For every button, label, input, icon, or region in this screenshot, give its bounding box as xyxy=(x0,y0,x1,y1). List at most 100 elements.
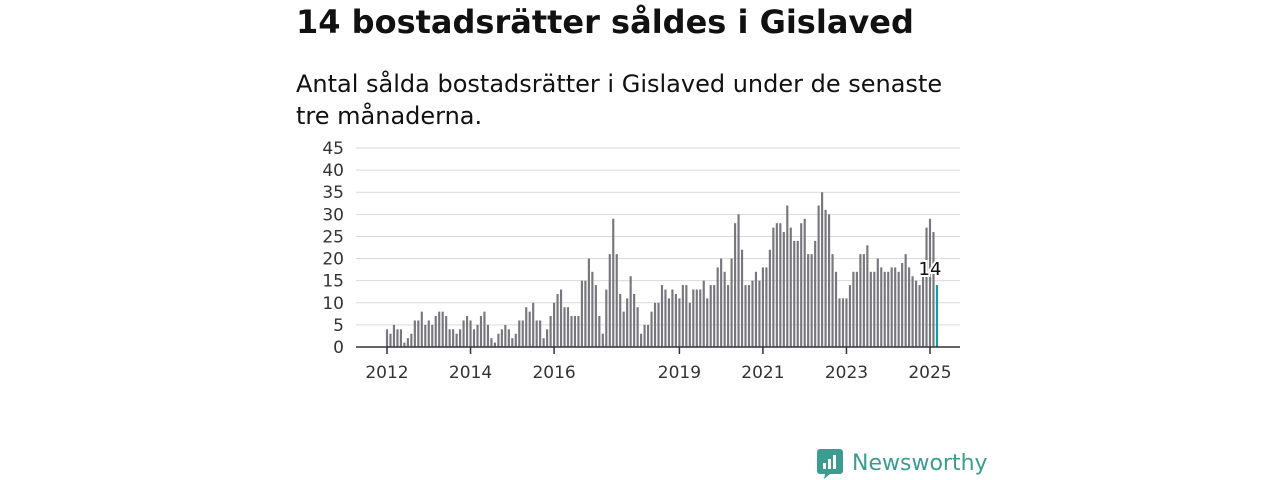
bar xyxy=(928,218,932,347)
bar xyxy=(709,285,712,347)
bar xyxy=(608,254,611,347)
y-tick-label: 15 xyxy=(322,272,344,292)
bar xyxy=(908,267,911,347)
bar xyxy=(678,298,681,347)
bar xyxy=(921,262,925,347)
bar xyxy=(737,214,740,347)
bar xyxy=(727,285,730,347)
y-tick-label: 20 xyxy=(322,250,344,270)
bar xyxy=(894,267,897,347)
bar xyxy=(417,320,420,347)
bar xyxy=(897,271,900,347)
bar xyxy=(640,333,643,347)
bar xyxy=(605,289,608,347)
bar xyxy=(664,289,667,347)
bar xyxy=(775,223,778,347)
bar xyxy=(751,280,754,347)
bar xyxy=(553,302,556,347)
bar xyxy=(671,289,674,347)
bar xyxy=(782,232,785,347)
bar xyxy=(406,338,409,347)
bar xyxy=(667,298,671,347)
bar xyxy=(420,311,423,347)
bar xyxy=(904,254,907,347)
bar xyxy=(504,324,507,347)
bar xyxy=(699,289,702,347)
bar xyxy=(431,324,434,347)
y-tick-label: 0 xyxy=(333,338,344,358)
bar xyxy=(389,333,392,347)
bar xyxy=(932,232,935,347)
bar xyxy=(793,240,796,347)
bar xyxy=(890,267,893,347)
bar xyxy=(824,209,827,347)
x-tick-label: 2023 xyxy=(825,363,868,383)
bar xyxy=(580,280,583,347)
bar xyxy=(852,271,855,347)
newsworthy-logo-icon xyxy=(817,449,843,479)
bars xyxy=(385,192,939,347)
bar xyxy=(859,254,862,347)
bar xyxy=(459,329,462,347)
bar xyxy=(862,254,865,347)
bar xyxy=(754,271,758,347)
bar xyxy=(532,302,535,347)
x-tick-label: 2025 xyxy=(908,363,951,383)
bar xyxy=(765,267,768,347)
bar xyxy=(800,223,803,347)
bar xyxy=(559,289,563,347)
bar xyxy=(469,320,472,347)
bar xyxy=(396,329,399,347)
bar xyxy=(413,320,416,347)
bar xyxy=(720,258,723,347)
bar xyxy=(695,289,698,347)
bar xyxy=(448,329,451,347)
bar xyxy=(810,254,813,347)
bar xyxy=(827,214,831,347)
bar xyxy=(403,342,406,347)
bar xyxy=(873,271,876,347)
bar xyxy=(483,311,486,347)
bar xyxy=(925,227,928,347)
bar xyxy=(500,329,503,347)
bar xyxy=(570,316,573,347)
bar xyxy=(803,218,806,347)
bar xyxy=(452,329,455,347)
bar xyxy=(441,311,444,347)
bar xyxy=(866,245,869,347)
bar xyxy=(838,298,841,347)
bar xyxy=(535,320,538,347)
bar xyxy=(730,258,733,347)
bar xyxy=(629,276,632,347)
bar xyxy=(747,285,751,347)
bar xyxy=(497,333,500,347)
bar xyxy=(643,324,646,347)
bar xyxy=(546,329,549,347)
chart-title: 14 bostadsrätter såldes i Gislaved xyxy=(296,3,914,41)
x-tick-label: 2021 xyxy=(741,363,784,383)
chart-subtitle: Antal sålda bostadsrätter i Gislaved und… xyxy=(296,70,943,130)
bar xyxy=(685,285,688,347)
y-tick-label: 30 xyxy=(322,205,344,225)
grid-lines xyxy=(356,147,960,326)
bar xyxy=(796,240,799,347)
highlight-value-label: 14 xyxy=(919,259,942,280)
newsworthy-brand[interactable]: Newsworthy xyxy=(816,446,988,480)
bar xyxy=(768,249,771,347)
bar xyxy=(841,298,845,347)
bar xyxy=(845,298,848,347)
bar xyxy=(539,320,542,347)
bar xyxy=(612,218,615,347)
bar xyxy=(424,324,427,347)
bar xyxy=(573,316,577,347)
bar xyxy=(434,316,437,347)
bar xyxy=(740,249,744,347)
bar xyxy=(626,298,629,347)
bar xyxy=(598,316,601,347)
bar xyxy=(427,320,430,347)
bar xyxy=(831,254,834,347)
bar xyxy=(789,227,792,347)
bar xyxy=(761,267,764,347)
